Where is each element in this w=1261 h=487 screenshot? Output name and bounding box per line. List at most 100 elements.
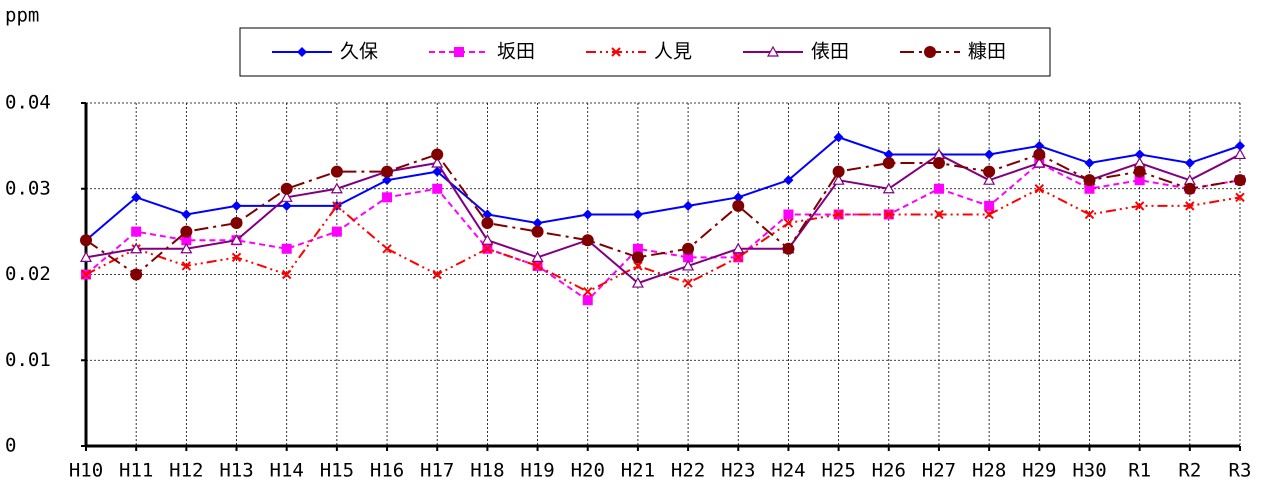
marker — [1083, 174, 1096, 187]
legend-label: 坂田 — [497, 41, 535, 63]
marker — [130, 242, 143, 254]
marker — [382, 175, 393, 186]
marker — [481, 233, 494, 245]
marker — [1084, 158, 1095, 169]
marker — [732, 242, 745, 254]
y-axis-label: ppm — [5, 5, 39, 27]
x-tick-label: H23 — [721, 460, 755, 482]
x-tick-label: H18 — [470, 460, 504, 482]
x-tick-label: H20 — [571, 460, 605, 482]
marker — [633, 261, 643, 271]
marker — [1134, 149, 1145, 160]
x-tick-label: H10 — [69, 460, 103, 482]
marker — [631, 276, 644, 288]
marker — [131, 192, 142, 203]
marker — [733, 252, 743, 263]
marker — [280, 191, 293, 202]
marker — [482, 244, 493, 254]
x-tick-label: H14 — [270, 460, 304, 482]
legend-label: 糠田 — [968, 40, 1006, 63]
x-tick-label: H19 — [520, 460, 554, 482]
marker — [431, 156, 444, 168]
x-tick-label: R3 — [1229, 460, 1252, 482]
marker — [531, 225, 544, 238]
y-tick-label: 0.04 — [5, 92, 51, 114]
marker — [1134, 175, 1145, 186]
marker — [1234, 174, 1246, 187]
marker — [631, 251, 644, 264]
marker — [582, 209, 593, 220]
marker — [983, 173, 996, 185]
marker — [381, 165, 394, 178]
x-tick-label: H22 — [671, 460, 705, 482]
marker — [934, 209, 944, 220]
marker — [1084, 183, 1095, 194]
marker — [933, 183, 944, 194]
marker — [783, 175, 794, 186]
legend-marker — [454, 47, 464, 57]
marker — [832, 165, 845, 178]
y-tick-label: 0 — [5, 435, 16, 457]
marker — [1034, 184, 1045, 194]
marker — [883, 149, 894, 160]
marker — [683, 278, 693, 288]
marker — [833, 209, 844, 220]
marker — [532, 261, 543, 271]
marker — [432, 166, 443, 177]
marker — [331, 226, 342, 237]
marker — [532, 218, 543, 229]
marker — [432, 269, 442, 280]
marker — [181, 209, 192, 220]
marker — [180, 242, 193, 254]
marker — [683, 200, 694, 211]
marker — [984, 209, 994, 220]
marker — [783, 209, 794, 220]
y-tick-label: 0.02 — [5, 263, 51, 285]
marker — [382, 244, 392, 254]
y-tick-label: 0.03 — [5, 177, 51, 199]
marker — [983, 165, 996, 178]
x-tick-label: H29 — [1022, 460, 1056, 482]
marker — [832, 173, 845, 185]
marker — [984, 149, 995, 160]
marker — [1034, 140, 1045, 151]
marker — [1185, 201, 1195, 211]
marker — [984, 200, 995, 211]
series-line — [85, 136, 1241, 241]
x-tick-label: H21 — [621, 460, 655, 482]
x-tick-label: H13 — [219, 460, 253, 482]
marker — [1033, 156, 1046, 168]
marker — [932, 157, 945, 170]
marker — [682, 259, 695, 271]
marker — [432, 183, 443, 194]
x-tick-label: H27 — [922, 460, 956, 482]
x-tick-label: H17 — [420, 460, 454, 482]
marker — [1235, 140, 1245, 151]
marker — [130, 268, 143, 281]
y-tick-label: 0.01 — [5, 349, 51, 371]
series-line — [85, 161, 1241, 302]
marker — [682, 242, 695, 255]
marker — [80, 234, 92, 247]
marker — [782, 242, 795, 255]
marker — [181, 261, 192, 271]
marker — [1235, 192, 1245, 203]
legend-label: 久保 — [340, 41, 378, 63]
series-line — [85, 187, 1241, 293]
marker — [1133, 165, 1146, 178]
marker — [583, 286, 593, 297]
marker — [131, 226, 142, 237]
marker — [482, 209, 493, 220]
x-tick-label: H30 — [1072, 460, 1106, 482]
legend-marker — [297, 47, 307, 57]
marker — [382, 192, 393, 203]
legend-label: 俵田 — [811, 41, 849, 63]
marker — [481, 217, 494, 230]
series-line — [85, 153, 1241, 276]
marker — [281, 200, 292, 211]
marker — [231, 200, 242, 211]
marker — [1233, 148, 1247, 160]
marker — [1184, 158, 1195, 169]
marker — [1084, 209, 1095, 220]
